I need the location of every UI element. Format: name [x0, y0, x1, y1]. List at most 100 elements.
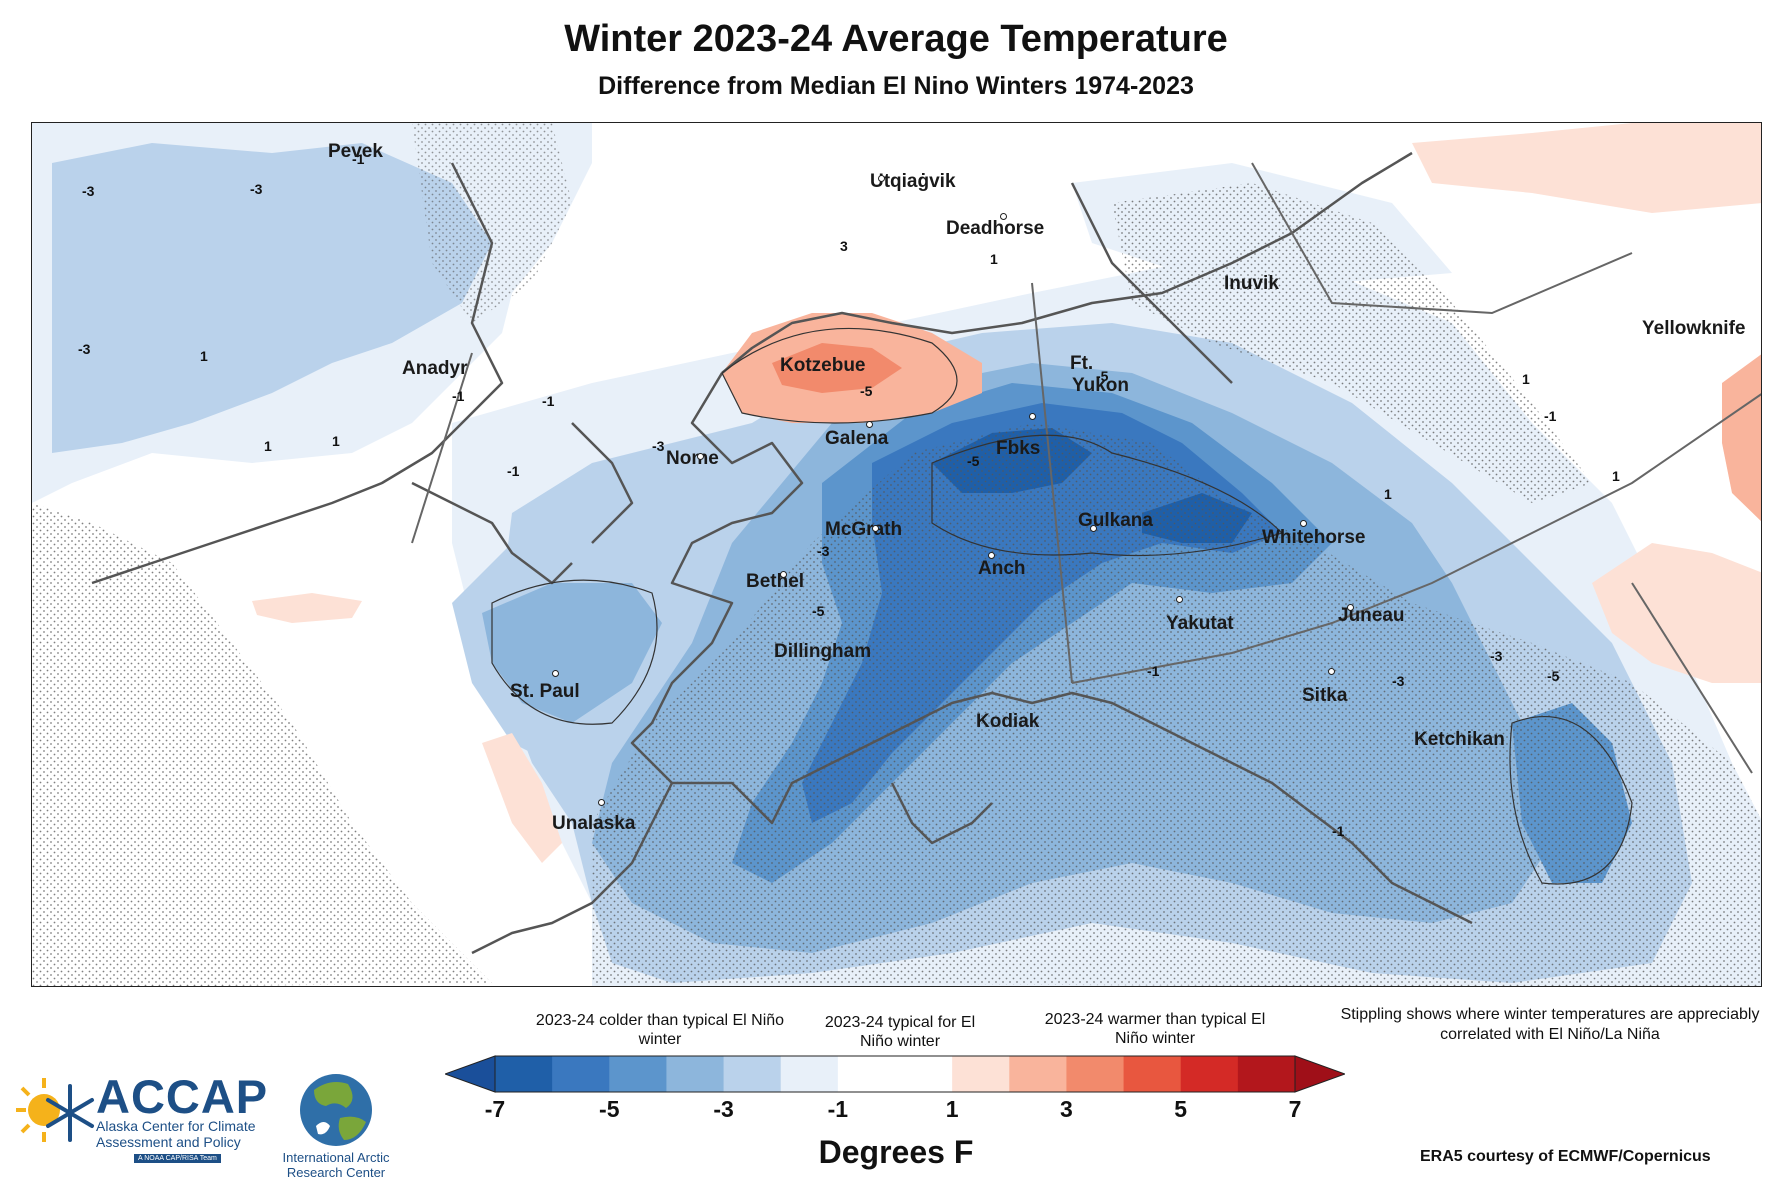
- accap-logo-text: ACCAP: [96, 1070, 269, 1123]
- contour-value-label: -1: [542, 393, 555, 409]
- color-scale-bar: [445, 1055, 1345, 1093]
- colorbar-segment: [780, 1056, 839, 1092]
- coastlines: [91, 151, 1473, 955]
- contour-value-label: -5: [860, 383, 873, 399]
- stippling-region-northwest: [32, 503, 492, 986]
- colorbar-tick-label: -7: [484, 1096, 506, 1122]
- contour-value-label: -3: [1392, 673, 1405, 689]
- colorbar-segment: [952, 1056, 1010, 1092]
- iarc-name-line-2: Research Center: [286, 1165, 386, 1180]
- political-borders: [411, 162, 1761, 774]
- city-label: Galena: [825, 428, 889, 449]
- accap-logo-subtitle: Alaska Center for Climate Assessment and…: [96, 1118, 256, 1150]
- anomaly-region-warm-east: [1592, 543, 1761, 683]
- accap-subtitle-line-1: Alaska Center for Climate: [96, 1118, 256, 1134]
- colorbar-segment: [552, 1056, 610, 1092]
- colorbar-segment: [495, 1056, 553, 1092]
- stippling-region-main: [592, 423, 1761, 986]
- city-label: Whitehorse: [1262, 527, 1366, 548]
- city-label: Dillingham: [774, 641, 872, 662]
- city-marker-icon: [1176, 596, 1183, 603]
- colorbar-tick-label: -1: [827, 1096, 849, 1122]
- contour-value-label: 3: [840, 238, 848, 254]
- map-canvas: [32, 123, 1761, 986]
- temperature-anomaly-map: Pevek Utqiaġvik Deadhorse Inuvik Yellowknife…: [31, 122, 1762, 987]
- city-label: Utqiaġvik: [870, 171, 956, 192]
- colorbar-segment: [609, 1056, 667, 1092]
- accap-subtitle-line-2: Assessment and Policy: [96, 1134, 241, 1150]
- colorbar-under-arrow: [445, 1055, 496, 1093]
- city-label: Sitka: [1302, 685, 1348, 706]
- city-marker-icon: [1000, 213, 1007, 220]
- contour-value-label: -1: [1147, 663, 1160, 679]
- colorbar-tick-label: -3: [713, 1096, 734, 1122]
- colorbar-segment: [1237, 1056, 1296, 1092]
- contour-value-label: -3: [1490, 648, 1503, 664]
- colorbar-segment: [1180, 1056, 1239, 1092]
- city-label: Nome: [666, 448, 719, 469]
- accap-sun-snowflake-logo-icon: [16, 1078, 94, 1142]
- colorbar-segment: [666, 1056, 725, 1092]
- contour-value-label: 1: [990, 251, 998, 267]
- contour-value-label: -5: [1547, 668, 1560, 684]
- city-label: Ketchikan: [1414, 729, 1505, 750]
- city-marker-icon: [697, 453, 704, 460]
- contour-value-label: 1: [1612, 468, 1620, 484]
- city-label: Juneau: [1338, 605, 1405, 626]
- city-marker-icon: [1300, 520, 1307, 527]
- legend-units: Degrees F: [818, 1134, 974, 1170]
- city-marker-icon: [1328, 668, 1335, 675]
- stippling-note: Stippling shows where winter temperature…: [1340, 1006, 1760, 1043]
- city-marker-icon: [878, 175, 885, 182]
- colorbar-tick-label: 1: [945, 1096, 959, 1122]
- city-label: Yakutat: [1166, 613, 1234, 634]
- contour-value-label: -1: [1544, 408, 1557, 424]
- contour-value-label: 1: [1384, 486, 1392, 502]
- iarc-name-line-1: International Arctic: [282, 1150, 390, 1165]
- anomaly-region-warm-chukotka: [252, 593, 362, 623]
- contour-value-label: 1: [200, 348, 208, 364]
- contour-value-label: 1: [1522, 371, 1530, 387]
- city-marker-icon: [780, 571, 787, 578]
- contour-value-label: 1: [332, 433, 340, 449]
- colorbar-segment: [837, 1056, 896, 1092]
- colorbar-over-arrow: [1294, 1055, 1345, 1093]
- legend-colder-label: 2023-24 colder than typical El Niño wint…: [535, 1012, 785, 1048]
- city-marker-icon: [552, 670, 559, 677]
- iarc-globe-logo-icon: [300, 1074, 372, 1146]
- city-marker-icon: [866, 421, 873, 428]
- city-label: Pevek: [328, 141, 383, 162]
- contour-value-label: -1: [507, 463, 520, 479]
- contour-value-label: -1: [452, 388, 465, 404]
- city-label: Fbks: [996, 438, 1041, 459]
- legend-typical-label: 2023-24 typical for El Niño winter: [824, 1014, 976, 1050]
- city-label: St. Paul: [510, 681, 580, 702]
- city-marker-icon: [598, 799, 605, 806]
- contour-value-label: -3: [78, 341, 91, 357]
- iarc-logo-text: International Arctic Research Center: [281, 1150, 391, 1180]
- anomaly-region-warm-core: [772, 343, 902, 393]
- colorbar-tick-label: -5: [599, 1096, 620, 1122]
- legend-warmer-label: 2023-24 warmer than typical El Niño wint…: [1044, 1011, 1266, 1047]
- map-subtitle: Difference from Median El Nino Winters 1…: [598, 72, 1194, 100]
- colorbar-tick-label: 5: [1174, 1096, 1188, 1122]
- city-marker-icon: [988, 552, 995, 559]
- anomaly-region-warm-east-edge: [1722, 354, 1761, 522]
- city-label: Kotzebue: [780, 355, 866, 376]
- contour-lines: [491, 327, 1633, 885]
- anomaly-region-minus3-bering: [482, 583, 662, 723]
- data-credit: ERA5 courtesy of ECMWF/Copernicus: [1420, 1148, 1711, 1165]
- contour-value-label: -1: [1332, 823, 1345, 839]
- city-label: Anch: [978, 558, 1026, 579]
- city-label: Ft.: [1070, 353, 1094, 374]
- colorbar-segment: [1009, 1056, 1067, 1092]
- map-title: Winter 2023-24 Average Temperature: [564, 18, 1228, 60]
- city-label: Unalaska: [552, 813, 636, 834]
- city-label: Yellowknife: [1642, 318, 1746, 339]
- city-label: Kodiak: [976, 711, 1040, 732]
- city-label: Gulkana: [1078, 510, 1153, 531]
- anomaly-region-warm-ne: [1412, 123, 1761, 213]
- contour-value-label: -5: [967, 453, 980, 469]
- colorbar-segment: [723, 1056, 782, 1092]
- contour-value-label: -3: [652, 438, 665, 454]
